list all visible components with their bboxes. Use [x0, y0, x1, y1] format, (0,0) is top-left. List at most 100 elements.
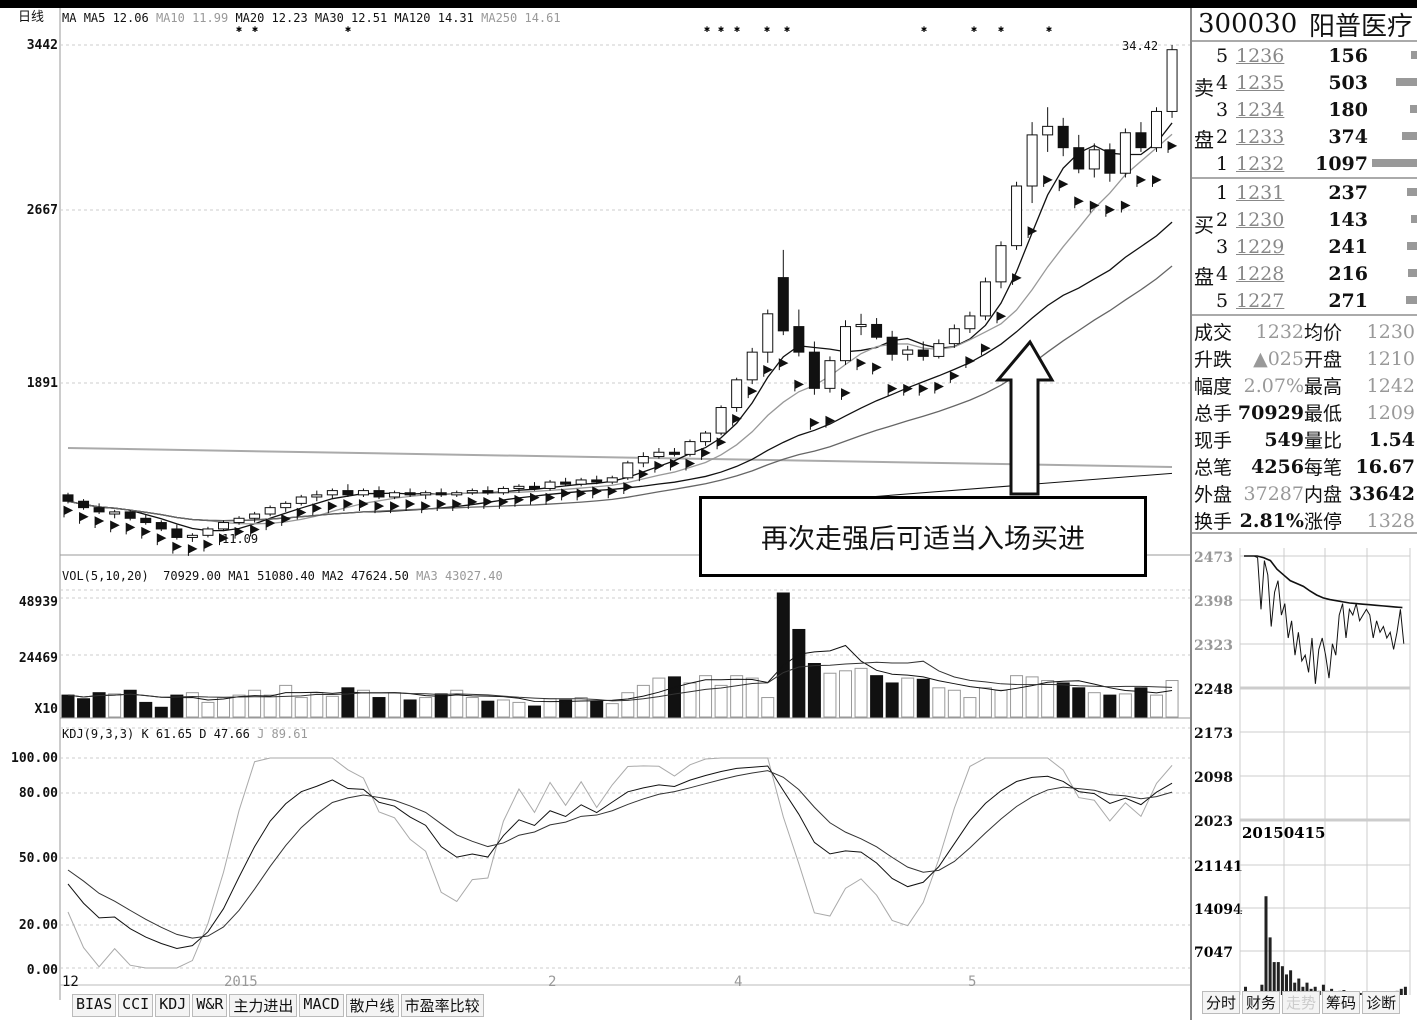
quantity-bar: [1372, 159, 1417, 167]
candle-body: [1151, 110, 1162, 149]
order-book-row[interactable]: 3 1234 180: [1216, 96, 1417, 123]
volume-bar: [1103, 694, 1117, 718]
volume-bar: [621, 692, 635, 718]
order-book-row[interactable]: 2 1233 374: [1216, 123, 1417, 150]
stat-row: 成交 1232 均价 1230: [1192, 318, 1417, 345]
order-book-row[interactable]: 4 1235 503: [1216, 69, 1417, 96]
quantity-bar: [1408, 269, 1417, 277]
order-book-row[interactable]: 5 1227 271: [1216, 287, 1417, 314]
price: 1227: [1236, 289, 1285, 312]
kdj-header: KDJ(9,3,3) K 61.65 D 47.66 J 89.61: [62, 727, 308, 741]
candle-body: [373, 490, 385, 498]
vol-ma3: MA3 43027.40: [416, 569, 503, 583]
candle-body: [466, 490, 478, 494]
volume-bar: [279, 684, 293, 718]
tab-kdj[interactable]: KDJ: [155, 994, 191, 1017]
quantity: 1097: [1315, 152, 1368, 175]
volume-bar: [699, 675, 713, 718]
tab-main-flow[interactable]: 主力进出: [229, 994, 298, 1017]
volume-bar: [154, 706, 168, 718]
ma20-value: MA20 12.23: [235, 11, 308, 25]
order-book-row[interactable]: 3 1229 241: [1216, 233, 1417, 260]
stock-code: 300030: [1198, 9, 1298, 39]
candle-body: [435, 492, 447, 496]
signal-flag-icon: [623, 482, 633, 494]
candle-body: [777, 277, 789, 332]
intraday-volume-tick: 7047: [1194, 945, 1233, 961]
indicator-tabs: BIAS CCI KDJ W&R 主力进出 MACD 散户线 市盈率比较: [72, 994, 486, 1017]
level: 1: [1216, 181, 1229, 204]
volume-bar: [1072, 687, 1086, 718]
tab-finance[interactable]: 财务: [1242, 991, 1281, 1014]
volume-bar: [139, 701, 153, 718]
intraday-price-tick: 2248: [1194, 682, 1233, 698]
intraday-chart[interactable]: 2473 2398 2323 2248 2173 2098 2023 21141 14094 70…: [1192, 538, 1417, 998]
signal-flag-icon: [654, 460, 665, 473]
signal-flag-icon: [436, 499, 447, 511]
order-book-row[interactable]: 4 1228 216: [1216, 260, 1417, 287]
volume-bar: [1041, 680, 1055, 718]
price-tick: 1891: [26, 376, 58, 391]
kline-chart-panel[interactable]: ✱ ✱ ✱ ✱ ✱ ✱ ✱ ✱ ✱ ✱ ✱ ✱ 日线 MA MA5 12.06 MA10 11.99 …: [0, 8, 1190, 1020]
tab-pe-compare[interactable]: 市盈率比较: [400, 994, 484, 1017]
price: 1233: [1236, 125, 1285, 148]
price-max-label: 34.42: [1122, 39, 1159, 53]
stat-value: 1242: [1366, 374, 1415, 397]
signal-flag-icon: [545, 492, 556, 505]
signal-flag-icon: [250, 524, 260, 537]
tab-chips[interactable]: 筹码: [1322, 991, 1361, 1014]
ma30-value: MA30 12.51: [314, 11, 388, 25]
candle-body: [1088, 149, 1100, 170]
order-book-row[interactable]: 1 1231 237: [1216, 179, 1417, 206]
tab-trend[interactable]: 走势: [1282, 991, 1321, 1014]
vol-tick: 24469: [18, 651, 58, 666]
volume-bar: [1010, 675, 1024, 718]
signal-flag-icon: [79, 511, 89, 524]
signal-flag-icon: [343, 499, 354, 511]
volume-bar: [403, 699, 417, 718]
stat-value: 2.07%: [1243, 374, 1304, 397]
ma10-line: [67, 133, 1173, 525]
candle-body: [124, 511, 136, 519]
quantity: 143: [1328, 208, 1368, 231]
order-book-row[interactable]: 5 1236 156: [1216, 42, 1417, 69]
x-label: 2: [548, 974, 557, 990]
stat-value: 1.54: [1368, 428, 1415, 451]
tab-wr[interactable]: W&R: [192, 994, 228, 1017]
signal-flag-icon: [778, 358, 789, 371]
x-label: 2015: [224, 974, 258, 990]
ma250-value: MA250 14.61: [481, 11, 561, 25]
volume-bar: [559, 699, 573, 718]
signal-flag-icon: [312, 503, 322, 516]
candle-body: [840, 326, 851, 362]
kline-chart[interactable]: ✱ ✱ ✱ ✱ ✱ ✱ ✱ ✱ ✱ ✱ ✱ ✱: [0, 0, 1190, 1020]
stat-value: 549: [1264, 428, 1304, 451]
candle-body: [886, 336, 898, 355]
candle-body: [715, 407, 727, 434]
quantity-bar: [1407, 242, 1417, 250]
tab-cci[interactable]: CCI: [118, 994, 154, 1017]
top-menu-bar[interactable]: [0, 0, 1417, 8]
signal-flag-icon: [872, 362, 882, 375]
volume-bar: [419, 697, 433, 718]
period-label[interactable]: 日线: [18, 10, 45, 25]
signal-flag-icon: [1012, 273, 1022, 285]
volume-bar: [901, 677, 915, 718]
kdj-tick: 20.00: [18, 918, 58, 933]
candle-body: [529, 485, 540, 489]
tab-bias[interactable]: BIAS: [72, 994, 117, 1017]
tab-macd[interactable]: MACD: [299, 994, 344, 1017]
price: 1236: [1236, 44, 1285, 67]
up-arrow-icon: [994, 339, 1055, 496]
level: 2: [1216, 208, 1229, 231]
tab-diagnose[interactable]: 诊断: [1362, 991, 1401, 1014]
order-book-row[interactable]: 2 1230 143: [1216, 206, 1417, 233]
stat-value: 70929: [1237, 401, 1304, 424]
volume-bar: [1134, 687, 1148, 718]
tab-retail-line[interactable]: 散户线: [345, 994, 399, 1017]
candle-body: [62, 494, 74, 502]
tab-timeshare[interactable]: 分时: [1202, 991, 1241, 1014]
order-book-row[interactable]: 1 1232 1097: [1216, 150, 1417, 177]
volume-bar: [325, 695, 339, 718]
intraday-price-tick: 2098: [1194, 770, 1233, 786]
